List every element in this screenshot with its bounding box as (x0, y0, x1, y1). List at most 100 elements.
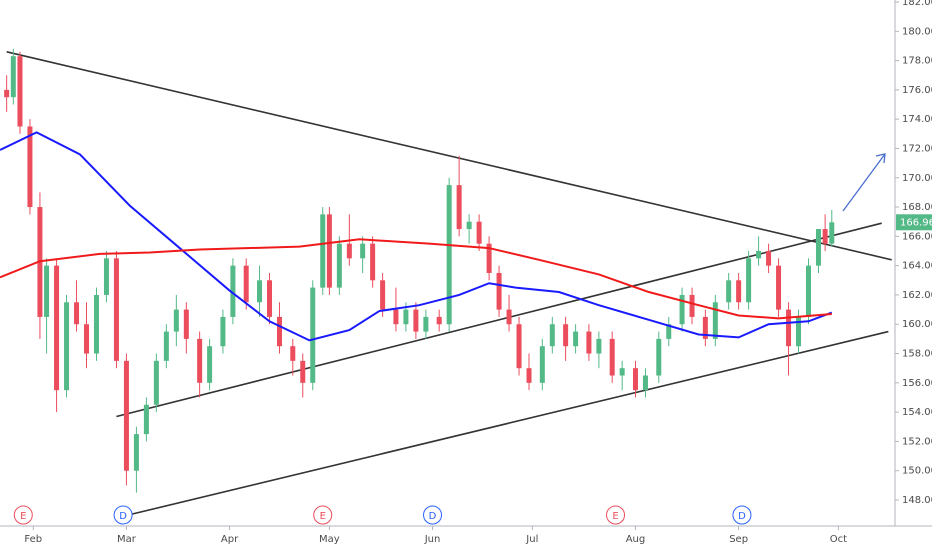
moving-average (0, 131, 833, 342)
candle-body (290, 346, 296, 361)
candle-body (336, 243, 342, 288)
candle-body (207, 346, 213, 383)
candle-body (44, 265, 50, 317)
y-tick-label: 170.00 (902, 173, 932, 184)
candle-body (370, 243, 376, 281)
event-marker (313, 505, 333, 525)
candle-body (413, 309, 419, 332)
x-tick-label: Oct (830, 534, 847, 545)
y-tick-label: 164.00 (902, 261, 932, 272)
candle-body (300, 360, 306, 383)
y-tick-label: 160.00 (902, 319, 932, 330)
event-marker (423, 505, 443, 525)
candle-body (656, 338, 662, 376)
x-tick-label: Feb (24, 534, 42, 545)
candle-body (666, 324, 672, 339)
candle-body (163, 331, 169, 361)
candle-body (539, 346, 545, 383)
candle-body (27, 126, 33, 208)
candle-body (4, 89, 10, 98)
candle-body (183, 309, 189, 339)
candle-body (456, 185, 462, 230)
candle-body (173, 309, 179, 332)
candle-body (805, 265, 811, 317)
x-tick-label: Mar (117, 534, 137, 545)
candle-body (54, 265, 60, 391)
trendline (129, 330, 889, 516)
x-tick-label: Jul (525, 534, 538, 545)
y-tick-label: 172.00 (902, 143, 932, 154)
y-tick-label: 180.00 (902, 26, 932, 37)
candle-body (632, 368, 638, 391)
candle-body (596, 338, 602, 354)
candle-body (266, 280, 272, 317)
candle-body (446, 185, 452, 325)
candle-body (466, 221, 472, 230)
candle-body (486, 243, 492, 273)
x-tick-label: Jun (424, 534, 441, 545)
candle-body (123, 360, 129, 471)
candle-body (815, 229, 821, 266)
candle-body (393, 309, 399, 325)
event-label: E (20, 511, 26, 522)
event-label: D (119, 511, 127, 522)
candle-body (476, 221, 482, 244)
candle-body (133, 434, 139, 471)
event-label: E (320, 511, 326, 522)
y-tick-label: 182.00 (902, 0, 932, 8)
candle-body (423, 316, 429, 332)
candle-body (726, 280, 732, 303)
candle-body (496, 272, 502, 310)
candle-body (346, 243, 352, 259)
candle-body (796, 316, 802, 347)
candle-body (310, 287, 316, 383)
y-tick-label: 166.00 (902, 231, 932, 242)
event-marker (113, 505, 133, 525)
candle-body (10, 56, 16, 98)
event-marker (13, 505, 33, 525)
candle-body (573, 331, 579, 347)
event-label: D (429, 511, 437, 522)
candle-body (143, 404, 149, 435)
candle-body (64, 302, 70, 391)
candle-body (103, 258, 109, 295)
candle-body (822, 229, 828, 244)
candle-body (642, 375, 648, 391)
candle-body (746, 258, 752, 303)
arrow (842, 153, 886, 212)
candle-body (786, 309, 792, 347)
candle-body (776, 265, 782, 310)
y-tick-label: 156.00 (902, 378, 932, 389)
candle-body (689, 294, 695, 317)
x-tick-label: Aug (626, 534, 646, 545)
candle-body (326, 214, 332, 288)
event-label: E (612, 511, 618, 522)
event-marker (606, 505, 626, 525)
candle-body (506, 309, 512, 325)
x-tick-label: May (319, 534, 340, 545)
event-marker (732, 505, 752, 525)
candle-body (756, 251, 762, 259)
candle-body (712, 302, 718, 339)
candle-body (563, 324, 569, 347)
candle-body (702, 316, 708, 339)
candle-body (403, 309, 409, 325)
y-tick-label: 150.00 (902, 466, 932, 477)
moving-average (0, 238, 832, 320)
candle-body (586, 331, 592, 354)
y-tick-label: 178.00 (902, 56, 932, 67)
candle-body (526, 368, 532, 383)
candle-body (549, 324, 555, 347)
candle-body (276, 316, 282, 347)
candle-body (84, 324, 90, 354)
candle-body (609, 338, 615, 376)
candle-body (380, 280, 386, 310)
candle-body (113, 258, 119, 361)
candle-body (360, 243, 366, 259)
candle-body (766, 251, 772, 266)
x-tick-label: Apr (221, 534, 239, 545)
candle-body (230, 265, 236, 317)
trendline (6, 51, 892, 261)
candle-body (516, 324, 522, 369)
